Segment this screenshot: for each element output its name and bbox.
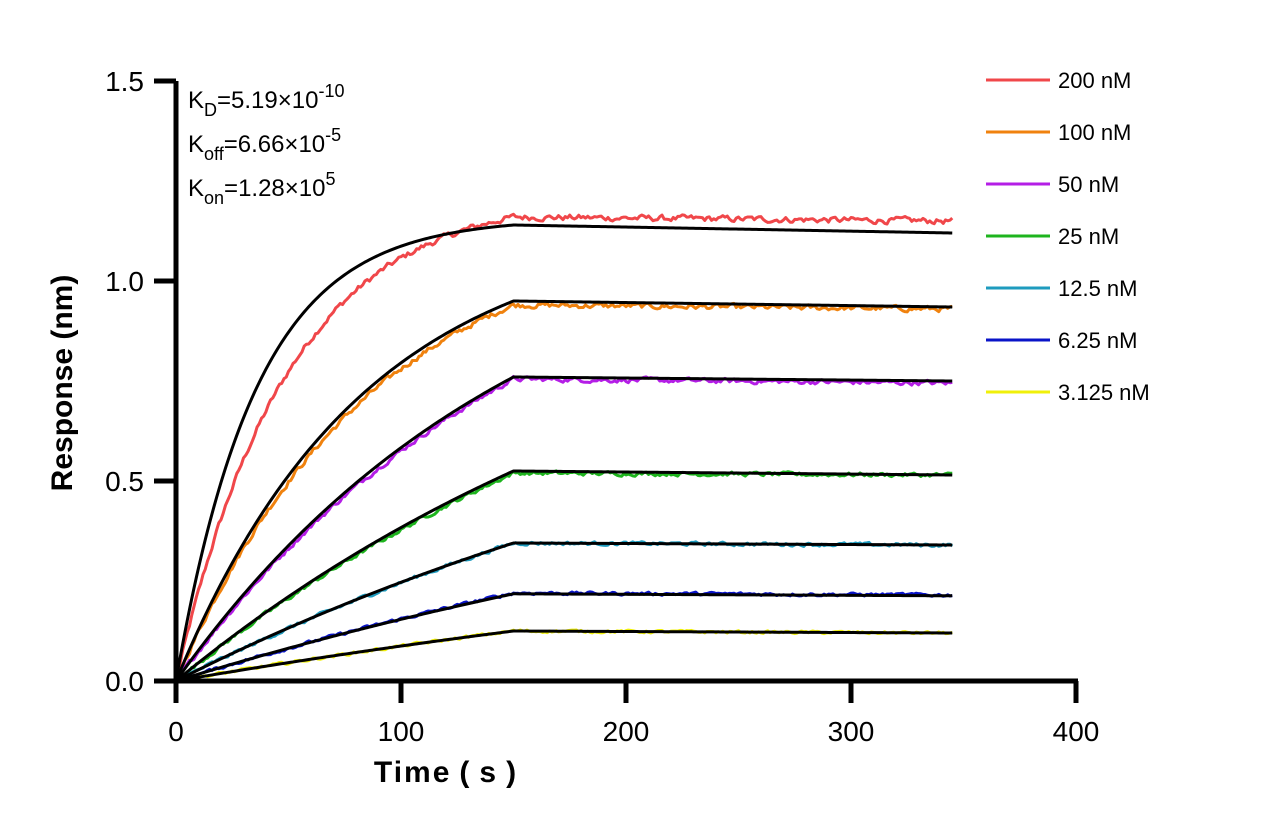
fit-curve-4 <box>175 541 953 683</box>
kinetic-constants: KD=5.19×10-10 Koff=6.66×10-5 Kon=1.28×105 <box>188 81 344 208</box>
fit-curve-5 <box>175 592 953 683</box>
legend-label: 3.125 nM <box>1058 380 1150 405</box>
x-tick-label: 300 <box>828 716 875 747</box>
legend-label: 6.25 nM <box>1058 328 1138 353</box>
fit-curve-1 <box>174 299 953 682</box>
legend-label: 100 nM <box>1058 120 1131 145</box>
y-tick-label: 1.5 <box>105 66 144 97</box>
kinetic-constant-D: KD=5.19×10-10 <box>188 81 344 120</box>
y-tick-label: 0.0 <box>105 666 144 697</box>
fit-curve-6 <box>175 629 953 683</box>
legend-label: 25 nM <box>1058 224 1119 249</box>
fit-curve-0 <box>174 223 953 682</box>
kinetic-constant-on: Kon=1.28×105 <box>188 169 336 208</box>
series-curve-4 <box>175 540 954 683</box>
kinetic-constant-off: Koff=6.66×10-5 <box>188 125 341 164</box>
x-tick-label: 200 <box>603 716 650 747</box>
legend-label: 50 nM <box>1058 172 1119 197</box>
legend: 200 nM 100 nM 50 nM 25 nM 12.5 nM 6.25 nM 3.12… <box>986 68 1150 405</box>
series-curve-1 <box>174 301 953 682</box>
fit-curve-2 <box>174 375 953 682</box>
curves-layer <box>174 212 954 683</box>
x-axis-title: Time ( s ) <box>374 756 518 789</box>
legend-label: 12.5 nM <box>1058 276 1138 301</box>
legend-label: 200 nM <box>1058 68 1131 93</box>
y-tick-label: 0.5 <box>105 466 144 497</box>
series-curve-6 <box>175 628 953 683</box>
fit-curve-3 <box>175 469 953 683</box>
series-curve-0 <box>174 212 954 682</box>
y-axis-title: Response (nm) <box>46 275 79 492</box>
series-curve-2 <box>174 374 953 682</box>
axes-layer: 0 100 200 300 400 0.0 0.5 1.0 1.5 Time ( s ) Respo… <box>46 66 1099 789</box>
series-curve-5 <box>174 590 953 683</box>
x-tick-label: 400 <box>1053 716 1100 747</box>
fit-curves-layer <box>174 223 953 683</box>
x-tick-label: 0 <box>168 716 184 747</box>
x-tick-label: 100 <box>378 716 425 747</box>
y-tick-label: 1.0 <box>105 266 144 297</box>
